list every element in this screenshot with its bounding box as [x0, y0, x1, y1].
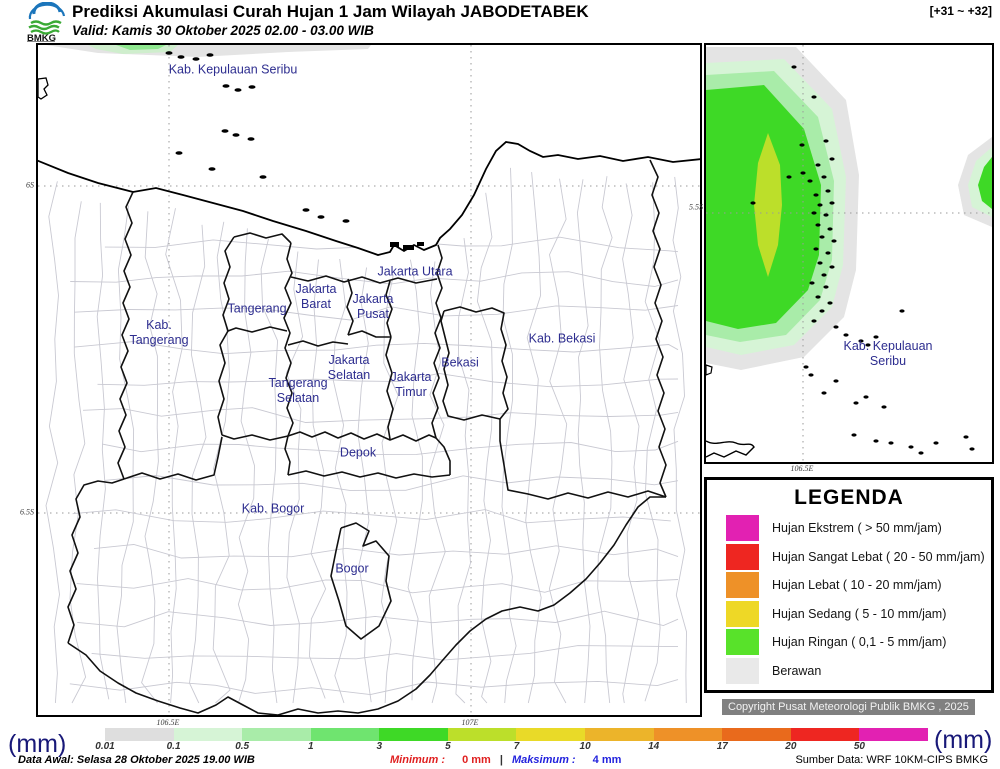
- lat-tick: 6S: [26, 180, 34, 190]
- inset-coastline: [705, 440, 755, 458]
- district-boundaries: [67, 159, 667, 716]
- minmax-separator: |: [499, 754, 503, 766]
- legend-item-label: Hujan Lebat ( 10 - 20 mm/jam): [772, 578, 942, 593]
- main-map: Kab. Kepulauan Seribu Kab. Tangerang Tange…: [35, 43, 703, 717]
- legend-item-label: Hujan Ringan ( 0,1 - 5 mm/jam): [772, 635, 947, 650]
- inset-islands: [750, 65, 975, 455]
- page-title: Prediksi Akumulasi Curah Hujan 1 Jam Wil…: [72, 2, 589, 21]
- colorbar-tick-label: 0.1: [166, 741, 181, 752]
- bmkg-logo-text: BMKG: [27, 33, 56, 42]
- bmkg-logo: BMKG: [27, 2, 66, 42]
- region-label: Tangerang Selatan: [268, 376, 328, 405]
- inset-map-canvas: [705, 45, 992, 462]
- legend-item-label: Hujan Ekstrem ( > 50 mm/jam): [772, 521, 942, 536]
- legend-color-swatch: [726, 629, 759, 656]
- minmax-group: Minimum : 0 mm | Maksimum : 4 mm: [390, 754, 621, 766]
- inset-map-kepulauan-seribu: Kab. Kepulauan Seribu: [704, 43, 994, 464]
- coastline: [35, 77, 703, 256]
- subdistrict-boundaries: [45, 167, 687, 704]
- region-label: Kab. Bekasi: [528, 331, 596, 346]
- region-label: Kab. Tangerang: [129, 318, 189, 347]
- lon-tick: 107E: [461, 718, 479, 727]
- legend-item: Hujan Ringan ( 0,1 - 5 mm/jam): [707, 628, 991, 657]
- colorbar-tick-label: 17: [716, 741, 728, 752]
- legend-item: Hujan Sedang ( 5 - 10 mm/jam): [707, 600, 991, 629]
- colorbar-segment: [379, 728, 448, 741]
- legend-item-label: Berawan: [772, 663, 822, 678]
- region-label: Bekasi: [441, 355, 479, 370]
- colorbar-segment: [173, 728, 243, 741]
- colorbar-segment: [859, 728, 928, 741]
- maksimum-label: Maksimum :: [512, 754, 576, 766]
- region-label: Tangerang: [227, 301, 287, 316]
- colorbar-tick-label: 0.01: [95, 741, 115, 752]
- footer: Data Awal: Selasa 28 Oktober 2025 19.00 …: [0, 753, 1000, 769]
- islands: [165, 51, 424, 250]
- region-label: Jakarta Pusat: [352, 292, 394, 321]
- colorbar-tick-label: 1: [307, 741, 314, 752]
- region-label: Kab. Kepulauan Seribu: [168, 62, 298, 77]
- colorbar-segment: [653, 728, 723, 741]
- data-awal: Data Awal: Selasa 28 Oktober 2025 19.00 …: [18, 754, 255, 766]
- colorbar-segment: [722, 728, 791, 741]
- legend-item-label: Hujan Sangat Lebat ( 20 - 50 mm/jam): [772, 549, 985, 564]
- legend-color-swatch: [726, 515, 759, 542]
- colorbar-unit-left: (mm): [8, 730, 67, 758]
- rainfall-contours: [706, 47, 992, 370]
- legend-item: Hujan Sangat Lebat ( 20 - 50 mm/jam): [707, 543, 991, 572]
- inset-region-label: Kab. Kepulauan Seribu: [843, 339, 933, 368]
- colorbar-tick-label: 14: [648, 741, 660, 752]
- colorbar-unit-right: (mm): [934, 726, 993, 754]
- copyright-badge: Copyright Pusat Meteorologi Publik BMKG …: [722, 699, 975, 715]
- colorbar: [105, 728, 928, 741]
- colorbar-tick-label: 10: [579, 741, 591, 752]
- colorbar-tick-label: 3: [376, 741, 383, 752]
- minimum-value: 0 mm: [462, 754, 491, 766]
- lon-tick: 106.5E: [156, 718, 180, 727]
- colorbar-tick-label: 50: [853, 741, 865, 752]
- rain-patch-top: [46, 45, 371, 57]
- colorbar-segment: [310, 728, 380, 741]
- sumber-data: Sumber Data: WRF 10KM-CIPS BMKG: [795, 754, 988, 766]
- region-label: Kab. Bogor: [241, 501, 305, 516]
- region-label: Jakarta Timur: [390, 370, 432, 399]
- legend-panel: LEGENDA Hujan Ekstrem ( > 50 mm/jam) Huja…: [704, 477, 994, 693]
- lat-tick: 6.5S: [20, 507, 34, 517]
- legend-color-swatch: [726, 572, 759, 599]
- colorbar-segment: [585, 728, 654, 741]
- valid-time: Valid: Kamis 30 Oktober 2025 02.00 - 03.…: [72, 23, 374, 38]
- region-label: Jakarta Selatan: [327, 353, 371, 382]
- main-map-canvas: [35, 45, 703, 716]
- legend-item-label: Hujan Sedang ( 5 - 10 mm/jam): [772, 606, 947, 621]
- minimum-label: Minimum :: [390, 754, 445, 766]
- region-label: Jakarta Utara: [377, 264, 453, 279]
- colorbar-tick-label: 20: [785, 741, 797, 752]
- maksimum-value: 4 mm: [592, 754, 622, 766]
- colorbar-ticks: 0.01 0.1 0.5 1 3 5 7 10 14 17 20 50: [95, 741, 928, 755]
- graticule: [38, 45, 700, 715]
- colorbar-segment: [242, 728, 311, 741]
- legend-color-swatch: [726, 657, 759, 684]
- colorbar-segment: [516, 728, 586, 741]
- legend-title: LEGENDA: [794, 486, 904, 509]
- colorbar-tick-label: 5: [445, 741, 451, 752]
- colorbar-segment: [447, 728, 517, 741]
- inset-lat-tick: 5.5S: [689, 202, 703, 212]
- region-label: Depok: [339, 445, 377, 460]
- colorbar-segment: [105, 728, 174, 741]
- inset-lon-tick: 106.5E: [790, 464, 814, 473]
- legend-color-swatch: [726, 600, 759, 627]
- legend-item: Hujan Lebat ( 10 - 20 mm/jam): [707, 571, 991, 600]
- colorbar-segment: [790, 728, 860, 741]
- colorbar-tick-label: 7: [513, 741, 520, 752]
- legend-item: Hujan Ekstrem ( > 50 mm/jam): [707, 514, 991, 543]
- region-label: Jakarta Barat: [295, 282, 337, 311]
- legend-item: Berawan: [707, 657, 991, 686]
- colorbar-tick-label: 0.5: [235, 741, 250, 752]
- lead-time-range: [+31 ~ +32]: [929, 4, 992, 18]
- legend-color-swatch: [726, 543, 759, 570]
- region-label: Bogor: [335, 561, 369, 576]
